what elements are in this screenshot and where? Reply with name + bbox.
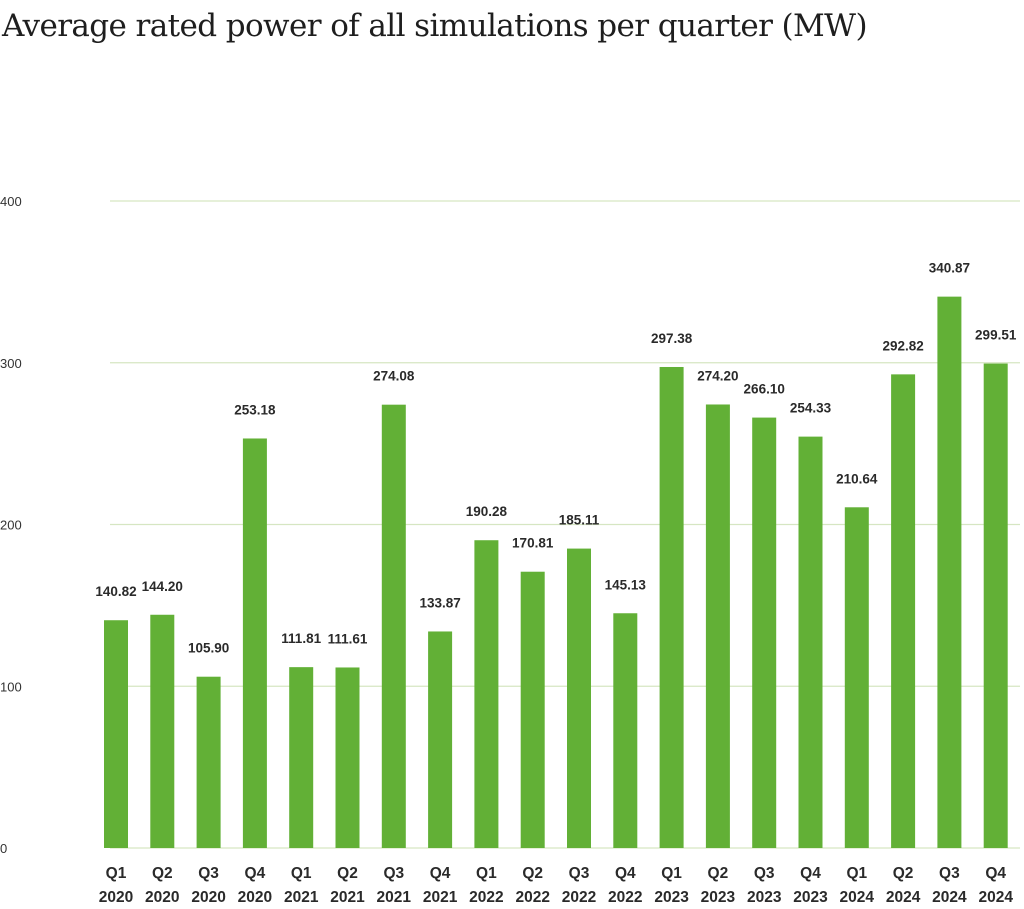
data-label: 190.28 bbox=[466, 504, 508, 519]
bar bbox=[844, 507, 869, 848]
data-label: 210.64 bbox=[836, 471, 878, 486]
x-tick-label-quarter: Q4 bbox=[245, 865, 266, 882]
y-tick-label: 300 bbox=[0, 356, 22, 371]
data-label: 111.61 bbox=[328, 631, 368, 646]
data-label: 185.11 bbox=[559, 513, 600, 528]
data-label: 340.87 bbox=[929, 261, 970, 276]
data-label: 145.13 bbox=[605, 577, 647, 592]
data-label: 133.87 bbox=[419, 595, 460, 610]
bar bbox=[567, 548, 591, 848]
x-tick-label-year: 2020 bbox=[191, 889, 225, 906]
x-tick-label-year: 2021 bbox=[423, 889, 458, 906]
x-tick-label-year: 2021 bbox=[284, 889, 319, 906]
x-tick-label-quarter: Q1 bbox=[846, 865, 867, 882]
y-axis-ticks: 0 100 200 300 400 bbox=[0, 194, 22, 856]
bars bbox=[104, 296, 1008, 848]
x-tick-label-quarter: Q1 bbox=[106, 865, 127, 882]
x-tick-label-quarter: Q2 bbox=[893, 865, 914, 882]
x-tick-label-quarter: Q3 bbox=[198, 865, 219, 882]
x-tick-label-quarter: Q4 bbox=[985, 865, 1006, 882]
bar bbox=[381, 404, 406, 848]
x-tick-label-quarter: Q4 bbox=[430, 865, 451, 882]
bar bbox=[752, 417, 777, 848]
x-tick-label-year: 2022 bbox=[469, 889, 503, 906]
chart-title: Average rated power of all simulations p… bbox=[2, 8, 868, 44]
data-label: 140.82 bbox=[95, 584, 136, 599]
data-label: 253.18 bbox=[234, 402, 276, 417]
data-label: 274.20 bbox=[697, 368, 738, 383]
bar bbox=[659, 366, 684, 848]
data-label: 170.81 bbox=[512, 536, 554, 551]
data-label: 266.10 bbox=[744, 382, 785, 397]
x-tick-label-quarter: Q1 bbox=[661, 865, 682, 882]
x-tick-label-year: 2024 bbox=[840, 889, 875, 906]
data-label: 292.82 bbox=[882, 338, 923, 353]
x-tick-label-quarter: Q3 bbox=[569, 865, 590, 882]
data-label: 254.33 bbox=[790, 401, 832, 416]
data-label: 111.81 bbox=[281, 631, 321, 646]
y-tick-label: 200 bbox=[0, 518, 22, 533]
x-tick-label-year: 2023 bbox=[793, 889, 828, 906]
x-tick-label-year: 2023 bbox=[747, 889, 782, 906]
x-tick-label-year: 2022 bbox=[562, 889, 596, 906]
x-tick-label-year: 2021 bbox=[330, 889, 365, 906]
x-tick-label-year: 2024 bbox=[886, 889, 921, 906]
data-label: 105.90 bbox=[188, 641, 229, 656]
bar bbox=[150, 614, 175, 848]
x-tick-label-year: 2020 bbox=[99, 889, 133, 906]
bar bbox=[613, 613, 638, 848]
x-tick-label-quarter: Q2 bbox=[152, 865, 173, 882]
x-tick-label-quarter: Q3 bbox=[754, 865, 775, 882]
x-tick-label-year: 2022 bbox=[608, 889, 642, 906]
bar bbox=[289, 667, 314, 848]
y-tick-label: 400 bbox=[0, 194, 22, 209]
x-tick-label-quarter: Q2 bbox=[337, 865, 358, 882]
data-label: 144.20 bbox=[142, 579, 183, 594]
x-tick-label-quarter: Q1 bbox=[476, 865, 497, 882]
x-tick-label-quarter: Q3 bbox=[383, 865, 404, 882]
data-labels: 140.82 144.20 105.90 253.18 111.81 111.61 274.… bbox=[95, 261, 1016, 656]
x-tick-label-quarter: Q2 bbox=[522, 865, 543, 882]
data-label: 274.08 bbox=[373, 369, 415, 384]
data-label: 297.38 bbox=[651, 331, 693, 346]
x-tick-label-year: 2022 bbox=[515, 889, 549, 906]
bar bbox=[196, 676, 221, 848]
bar bbox=[798, 436, 823, 848]
bar bbox=[242, 438, 267, 848]
x-tick-label-year: 2023 bbox=[654, 889, 689, 906]
x-tick-label-year: 2020 bbox=[145, 889, 179, 906]
bar bbox=[705, 404, 730, 848]
x-tick-label-year: 2024 bbox=[978, 889, 1013, 906]
x-axis-labels: Q1 2020 Q2 2020 Q3 2020 Q4 2020 Q1 2021 Q2 2021 Q3 20… bbox=[99, 865, 1014, 906]
bar bbox=[428, 631, 453, 848]
y-tick-label: 100 bbox=[0, 679, 22, 694]
x-tick-label-quarter: Q2 bbox=[708, 865, 729, 882]
bar bbox=[891, 374, 916, 848]
bar bbox=[937, 296, 962, 848]
x-tick-label-quarter: Q4 bbox=[615, 865, 636, 882]
data-label: 299.51 bbox=[975, 328, 1017, 343]
x-tick-label-year: 2023 bbox=[701, 889, 736, 906]
x-tick-label-quarter: Q1 bbox=[291, 865, 312, 882]
y-tick-label: 0 bbox=[0, 841, 7, 856]
x-tick-label-year: 2024 bbox=[932, 889, 967, 906]
bar bbox=[335, 667, 360, 848]
x-tick-label-quarter: Q4 bbox=[800, 865, 821, 882]
bar bbox=[983, 363, 1008, 848]
x-tick-label-year: 2020 bbox=[238, 889, 272, 906]
bar bbox=[520, 571, 545, 848]
x-tick-label-year: 2021 bbox=[377, 889, 412, 906]
x-tick-label-quarter: Q3 bbox=[939, 865, 960, 882]
bar bbox=[474, 540, 499, 848]
bar bbox=[104, 620, 128, 848]
